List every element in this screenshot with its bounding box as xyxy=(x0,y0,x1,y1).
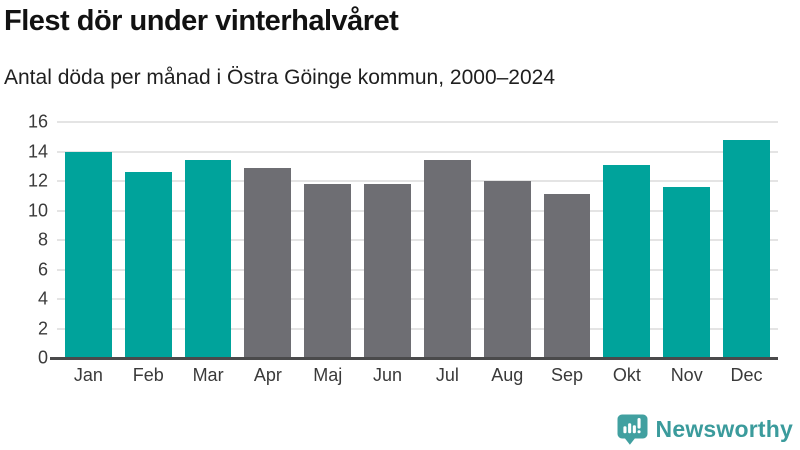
bar-okt xyxy=(603,164,651,358)
gridline xyxy=(57,180,778,182)
x-tick-label: Nov xyxy=(670,365,703,385)
x-tick-label: Aug xyxy=(491,365,524,385)
gridline xyxy=(57,121,778,123)
gridline xyxy=(57,150,778,153)
y-tick-label: 2 xyxy=(37,318,48,338)
x-tick-label: Sep xyxy=(551,365,584,385)
bar-jan xyxy=(65,151,112,358)
bar-apr xyxy=(244,167,292,358)
newsworthy-logo-icon xyxy=(616,413,649,446)
logo-text: Newsworthy xyxy=(655,416,793,442)
bar-mar xyxy=(184,160,232,358)
gridline xyxy=(57,298,778,300)
gridline xyxy=(57,268,778,271)
bar-jul xyxy=(423,160,471,358)
x-tick-label: Jan xyxy=(73,365,103,385)
bar-aug xyxy=(483,181,531,358)
y-tick-label: 16 xyxy=(27,111,48,132)
x-tick-label: Jun xyxy=(373,365,403,385)
bar-feb xyxy=(124,172,172,358)
x-tick-label: Jul xyxy=(435,365,459,385)
bar-maj xyxy=(304,183,352,358)
y-tick-label: 12 xyxy=(27,170,48,191)
page-subtitle: Antal döda per månad i Östra Göinge komm… xyxy=(4,66,556,89)
x-tick-label: Apr xyxy=(253,365,282,385)
x-tick-label: Dec xyxy=(730,365,763,385)
x-tick-label: Maj xyxy=(313,365,343,385)
x-tick-label: Feb xyxy=(132,365,164,385)
y-tick-label: 0 xyxy=(37,347,48,368)
y-tick-label: 10 xyxy=(27,200,48,220)
y-tick-label: 4 xyxy=(37,288,48,309)
gridline xyxy=(57,327,778,330)
bar-dec xyxy=(723,139,770,358)
page-title: Flest dör under vinterhalvåret xyxy=(4,5,399,37)
bar-sep xyxy=(543,194,591,358)
x-axis: Jan Feb Mar Apr Maj Jun Jul Aug Sep Okt Nov Dec xyxy=(57,365,778,386)
x-tick-label: Mar xyxy=(192,365,224,385)
branding: Newsworthy xyxy=(616,413,793,446)
gridline xyxy=(57,209,778,212)
bar-nov xyxy=(663,186,711,358)
gridline xyxy=(57,239,778,241)
y-tick-label: 8 xyxy=(37,229,48,250)
y-axis: 0 2 4 6 8 10 12 14 16 xyxy=(0,112,48,368)
x-axis-line xyxy=(50,357,778,360)
y-tick-label: 6 xyxy=(37,259,48,279)
bar-series xyxy=(57,122,778,358)
plot-area xyxy=(50,121,778,360)
x-tick-label: Okt xyxy=(612,365,641,385)
y-tick-label: 14 xyxy=(27,141,48,161)
bar-jun xyxy=(364,183,411,358)
